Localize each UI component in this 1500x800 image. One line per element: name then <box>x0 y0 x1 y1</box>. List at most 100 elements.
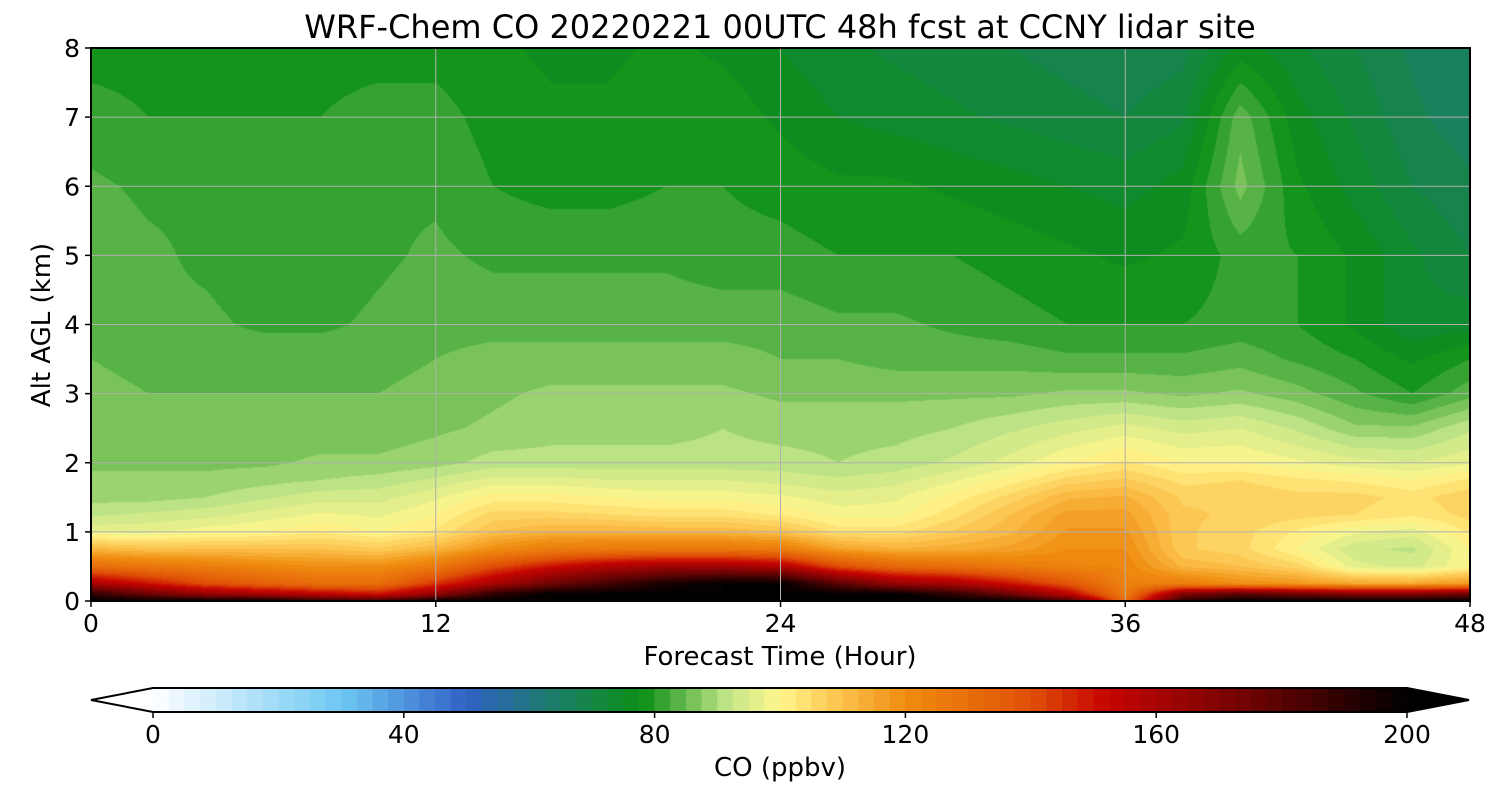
colorbar-segment <box>450 688 468 712</box>
colorbar-segment <box>1250 688 1267 712</box>
colorbar-segment <box>607 688 624 712</box>
y-tick-label: 3 <box>64 380 80 409</box>
colorbar-tick-label: 0 <box>145 720 161 749</box>
x-tick-label: 36 <box>1109 609 1141 638</box>
colorbar-tick-label: 80 <box>639 720 671 749</box>
colorbar-segment <box>1344 688 1361 712</box>
colorbar-segment <box>1062 688 1079 712</box>
colorbar-segment <box>748 688 765 712</box>
colorbar <box>90 687 1470 713</box>
y-tick-label: 8 <box>64 34 80 63</box>
colorbar-segment <box>168 688 185 712</box>
colorbar-tick-label: 120 <box>882 720 930 749</box>
colorbar-segment <box>1312 688 1330 712</box>
colorbar-segment <box>1015 688 1032 712</box>
colorbar-segment <box>780 688 797 712</box>
x-axis-ticks: 0 12 24 36 48 <box>83 601 1486 638</box>
y-tick-label: 7 <box>64 103 80 132</box>
colorbar-segment <box>983 688 1001 712</box>
colorbar-segment <box>654 688 671 712</box>
colorbar-segment <box>936 688 954 712</box>
colorbar-segment <box>215 688 232 712</box>
y-tick-label: 2 <box>64 449 80 478</box>
colorbar-segment <box>184 688 201 712</box>
colorbar-segment <box>1297 688 1314 712</box>
colorbar-segment <box>623 688 640 712</box>
colorbar-segment <box>858 688 875 712</box>
colorbar-segment <box>591 688 609 712</box>
x-tick-label: 0 <box>83 609 99 638</box>
x-tick-label: 12 <box>420 609 452 638</box>
colorbar-segment <box>560 688 577 712</box>
colorbar-segment <box>1391 688 1408 712</box>
colorbar-segment <box>1187 688 1204 712</box>
colorbar-segment <box>278 688 295 712</box>
colorbar-segment <box>1046 688 1063 712</box>
colorbar-segment <box>717 688 734 712</box>
colorbar-segment <box>576 688 593 712</box>
colorbar-segment <box>1359 688 1377 712</box>
colorbar-segment <box>905 688 922 712</box>
colorbar-segment <box>435 688 452 712</box>
colorbar-segment <box>1328 688 1345 712</box>
colorbar-segment <box>968 688 985 712</box>
colorbar-segment <box>638 688 656 712</box>
colorbar-segment <box>200 688 217 712</box>
colorbar-segment <box>1109 688 1126 712</box>
colorbar-ticks: 0 40 80 120 160 200 <box>145 712 1431 749</box>
colorbar-segment <box>153 688 170 712</box>
colorbar-max-extend-arrow <box>1407 688 1469 712</box>
colorbar-segment <box>1171 688 1189 712</box>
colorbar-tick-label: 40 <box>388 720 420 749</box>
colorbar-segment <box>732 688 750 712</box>
colorbar-min-extend-arrow <box>91 688 153 712</box>
colorbar-segment <box>1203 688 1220 712</box>
colorbar-segment <box>874 688 891 712</box>
colorbar-segment <box>309 688 327 712</box>
colorbar-segment <box>403 688 421 712</box>
colorbar-segment <box>231 688 248 712</box>
grid-lines <box>91 48 1470 601</box>
y-tick-label: 1 <box>64 518 80 547</box>
colorbar-segment <box>1124 688 1142 712</box>
colorbar-segment <box>1093 688 1110 712</box>
x-tick-label: 48 <box>1454 609 1486 638</box>
y-axis-ticks: 0 1 2 3 4 5 6 7 8 <box>64 34 91 616</box>
x-tick-label: 24 <box>765 609 797 638</box>
colorbar-segment <box>388 688 405 712</box>
y-tick-label: 0 <box>64 587 80 616</box>
colorbar-segment <box>1030 688 1048 712</box>
colorbar-segment <box>1140 688 1157 712</box>
colorbar-segment <box>372 688 389 712</box>
colorbar-segment <box>497 688 515 712</box>
colorbar-segment <box>1156 688 1173 712</box>
colorbar-segment <box>294 688 311 712</box>
colorbar-segment <box>513 688 530 712</box>
colorbar-segment <box>1375 688 1392 712</box>
colorbar-segment <box>842 688 859 712</box>
colorbar-segment <box>889 688 906 712</box>
colorbar-segment <box>811 688 828 712</box>
colorbar-segment <box>466 688 483 712</box>
colorbar-segment <box>1234 688 1251 712</box>
colorbar-segment <box>356 688 374 712</box>
colorbar-segment <box>999 688 1016 712</box>
colorbar-tick-label: 160 <box>1132 720 1180 749</box>
colorbar-segment <box>247 688 264 712</box>
colorbar-segment <box>419 688 436 712</box>
colorbar-segment <box>482 688 499 712</box>
colorbar-segment <box>262 688 279 712</box>
y-tick-label: 4 <box>64 311 80 340</box>
colorbar-segment <box>325 688 342 712</box>
colorbar-segment <box>952 688 969 712</box>
y-tick-label: 6 <box>64 172 80 201</box>
colorbar-segment <box>685 688 703 712</box>
colorbar-segment <box>1077 688 1095 712</box>
colorbar-segment <box>701 688 718 712</box>
colorbar-tick-label: 200 <box>1383 720 1431 749</box>
colorbar-segment <box>341 688 358 712</box>
colorbar-segment <box>827 688 844 712</box>
colorbar-segment <box>544 688 562 712</box>
y-axis-label: Alt AGL (km) <box>27 243 57 407</box>
